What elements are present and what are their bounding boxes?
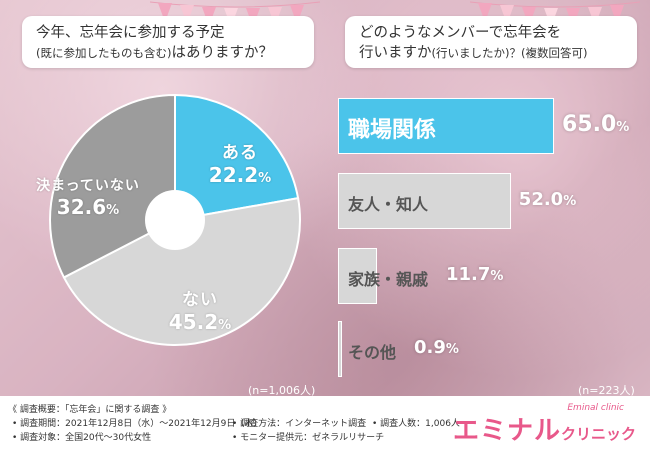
right-question-box: どのようなメンバーで忘年会を 行いますか(行いましたか)？(複数回答可) — [345, 16, 637, 68]
pie-label-nai: ない 45.2% — [145, 285, 255, 334]
pie-center-hole — [145, 190, 205, 250]
bar-label-0: 職場関係 — [348, 117, 437, 143]
bar-label-3: その他 — [348, 342, 397, 362]
right-question-paren: (行いましたか)？ — [431, 46, 521, 60]
pie-slice-name: ない — [182, 290, 218, 310]
right-sample-size: (n=223人) — [578, 384, 635, 397]
bar-2 — [338, 248, 377, 304]
pie-slice-0 — [174, 93, 300, 222]
left-question-line2: (既に参加したものも含む)はありますか？ — [36, 43, 304, 63]
bar-value-1: 52.0% — [518, 189, 577, 210]
pie-label-undecided: 決まっていない 32.6% — [18, 175, 158, 219]
right-question-line1: どのようなメンバーで忘年会を — [359, 25, 562, 41]
brand-logo: エミナルクリニック — [452, 416, 636, 446]
footer: 《 調査概要：「忘年会」に関する調査 》 • 調査期間：2021年12月8日（水… — [0, 396, 650, 450]
bar-1 — [338, 173, 511, 229]
left-question-tail: はありますか？ — [171, 45, 273, 61]
pie-chart — [40, 85, 310, 355]
survey-provider: • モニター提供元：ゼネラルリサーチ — [232, 433, 385, 443]
bar-3 — [338, 321, 342, 377]
pie-slice-2 — [49, 93, 176, 279]
survey-period: • 調査期間：2021年12月8日（水）～2021年12月9日（木） — [12, 419, 263, 429]
survey-title: 《 調査概要：「忘年会」に関する調査 》 — [8, 405, 172, 415]
bar-value-2: 11.7% — [446, 264, 504, 285]
left-sample-size: (n=1,006人) — [248, 384, 316, 397]
bar-value-0: 65.0% — [562, 112, 630, 137]
pie-slice-1 — [62, 196, 301, 347]
left-question-note: (既に参加したものも含む) — [36, 46, 172, 60]
survey-target: • 調査対象：全国20代～30代女性 — [12, 433, 152, 443]
right-question-tail: (複数回答可) — [520, 46, 588, 60]
pie-slice-value: 22.2% — [208, 163, 272, 187]
right-question-main: 行いますか — [359, 45, 432, 61]
left-question-line1: 今年、忘年会に参加する予定 — [36, 25, 225, 41]
right-question-line2: 行いますか(行いましたか)？(複数回答可) — [359, 43, 627, 63]
bar-label-2: 家族・親戚 — [348, 269, 429, 289]
pie-slice-name: 決まっていない — [36, 178, 140, 194]
pie-label-aru: ある 22.2% — [185, 138, 295, 187]
pie-slice-value: 32.6% — [56, 195, 120, 219]
pie-chart-svg — [49, 93, 301, 347]
pie-slice-name: ある — [222, 143, 258, 163]
bar-0 — [338, 98, 554, 154]
survey-method: • 調査方法：インターネット調査 — [232, 419, 367, 429]
bar-label-1: 友人・知人 — [348, 194, 429, 214]
survey-people: • 調査人数：1,006人 — [372, 419, 460, 429]
left-question-box: 今年、忘年会に参加する予定 (既に参加したものも含む)はありますか？ — [22, 16, 314, 68]
pie-slice-value: 45.2% — [168, 310, 232, 334]
bar-value-3: 0.9% — [414, 337, 459, 358]
brand-logo-small: Eminal clinic — [567, 403, 624, 413]
